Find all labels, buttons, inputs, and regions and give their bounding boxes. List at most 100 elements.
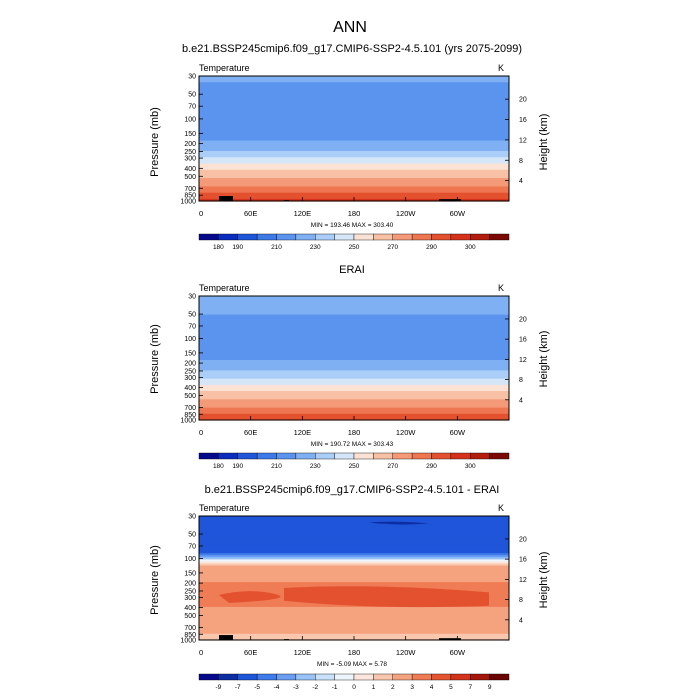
field-band xyxy=(199,613,509,616)
field-band xyxy=(199,366,509,369)
field-band xyxy=(199,374,509,378)
field-band xyxy=(199,401,509,405)
field-band xyxy=(199,516,509,519)
units-label: K xyxy=(498,283,504,293)
field-band xyxy=(199,178,509,181)
field-band xyxy=(199,82,509,85)
y-right-tick-label: 20 xyxy=(519,316,527,323)
field-band xyxy=(199,163,509,167)
colorbar-label: -3 xyxy=(293,684,299,691)
field-band xyxy=(199,384,509,388)
field-band xyxy=(199,544,509,548)
field-band xyxy=(199,92,509,96)
field-band xyxy=(199,140,509,144)
field-band xyxy=(199,397,509,400)
colorbar-swatch xyxy=(315,673,335,681)
field-band xyxy=(199,627,509,631)
colorbar-label: -5 xyxy=(254,684,260,691)
colorbar-label: 300 xyxy=(465,463,476,470)
y-tick-label: 700 xyxy=(184,625,196,632)
field-band xyxy=(199,136,509,140)
field-band xyxy=(199,575,509,579)
field-band xyxy=(199,364,509,367)
panel-difference: b.e21.BSSP245cmip6.f09_g17.CMIP6-SSP2-4.… xyxy=(149,484,550,691)
field-band xyxy=(199,411,509,415)
x-tick-label: 60E xyxy=(244,648,257,657)
units-label: K xyxy=(498,63,504,73)
field-band xyxy=(199,391,509,394)
field-band xyxy=(199,148,509,152)
field-band xyxy=(199,105,509,108)
colorbar-label: 290 xyxy=(426,463,437,470)
panel-title: b.e21.BSSP245cmip6.f09_g17.CMIP6-SSP2-4.… xyxy=(182,43,522,55)
stats-label: MIN = 193.46 MAX = 303.40 xyxy=(311,222,394,229)
field-band xyxy=(199,312,509,316)
colorbar: 180 190 210 230 250 270 290 300 xyxy=(198,452,510,470)
colorbar-swatch xyxy=(295,233,316,241)
colorbar-swatch xyxy=(237,673,258,681)
colorbar-swatch xyxy=(218,452,238,460)
y-tick-label: 70 xyxy=(188,104,196,111)
colorbar-swatch xyxy=(431,673,452,681)
field-band xyxy=(199,349,509,353)
x-tick-label: 60W xyxy=(450,428,466,437)
field-band xyxy=(199,78,509,81)
colorbar-swatch xyxy=(237,233,258,241)
colorbar-swatch xyxy=(334,452,355,460)
field-band xyxy=(199,98,509,102)
field-band xyxy=(199,540,509,544)
field-band xyxy=(199,633,509,637)
stats-label: MIN = 190.72 MAX = 303.43 xyxy=(311,441,394,448)
colorbar-swatch xyxy=(392,673,413,681)
field-band xyxy=(199,380,509,384)
y-axis-label: Pressure (mb) xyxy=(149,107,161,177)
field-band xyxy=(199,555,509,558)
y-tick-label: 50 xyxy=(188,92,196,99)
colorbar-label: 0 xyxy=(352,684,356,691)
y-axis-right: 20 16 12 8 4 xyxy=(505,97,527,185)
y-tick-label: 200 xyxy=(184,141,196,148)
field-band xyxy=(199,182,509,185)
colorbar-label: -9 xyxy=(215,684,221,691)
x-tick-label: 120W xyxy=(396,648,417,657)
y-right-tick-label: 4 xyxy=(519,617,523,624)
y-tick-label: 400 xyxy=(184,166,196,173)
field-band xyxy=(199,631,509,635)
x-tick-label: 0 xyxy=(199,428,203,437)
colorbar-label: 4 xyxy=(430,684,434,691)
colorbar-swatch xyxy=(470,452,490,460)
colorbar-swatch xyxy=(411,233,432,241)
y-tick-label: 850 xyxy=(184,632,196,639)
field-band xyxy=(199,625,509,629)
colorbar-swatch xyxy=(450,233,471,241)
y-tick-label: 30 xyxy=(188,514,196,521)
field-band xyxy=(199,119,509,123)
panel-title: ERAI xyxy=(339,264,365,276)
colorbar-swatch xyxy=(315,233,335,241)
x-tick-label: 120E xyxy=(294,209,312,218)
field-band xyxy=(199,134,509,138)
colorbar-swatch xyxy=(373,452,393,460)
y-right-tick-label: 12 xyxy=(519,577,527,584)
field-band xyxy=(199,551,509,554)
x-axis: 0 60E 120E 180 120W 60W xyxy=(198,636,466,657)
x-tick-label: 120W xyxy=(396,428,417,437)
field-band xyxy=(199,611,509,614)
colorbar-label: 250 xyxy=(349,244,360,251)
colorbar-swatch xyxy=(353,452,374,460)
colorbar-label: 1 xyxy=(372,684,376,691)
field-band xyxy=(199,565,509,569)
y-tick-label: 1000 xyxy=(180,638,196,645)
x-axis: 0 60E 120E 180 120W 60W xyxy=(198,197,466,218)
field-band xyxy=(199,403,509,407)
field-band xyxy=(199,304,509,307)
colorbar-swatch xyxy=(489,673,510,681)
field-band xyxy=(199,368,509,371)
y-tick-label: 150 xyxy=(184,131,196,138)
colorbar-swatch xyxy=(470,233,490,241)
field-band xyxy=(199,621,509,625)
y-tick-label: 150 xyxy=(184,350,196,357)
colorbar-swatch xyxy=(373,233,393,241)
